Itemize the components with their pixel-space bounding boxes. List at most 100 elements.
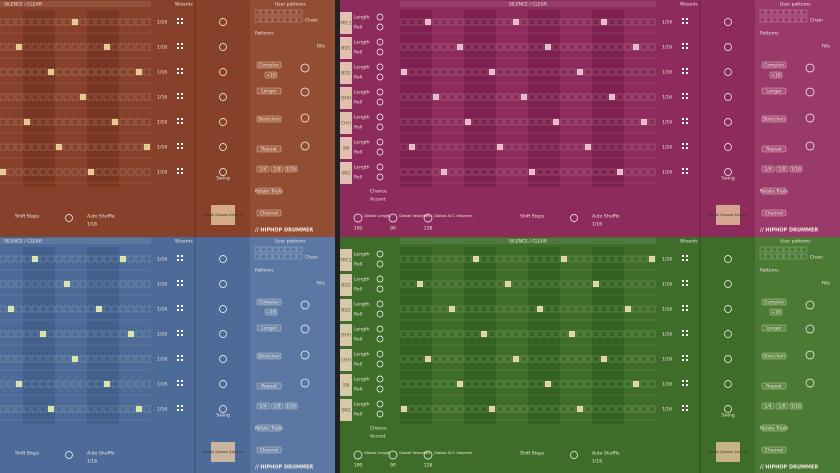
step-cell[interactable] — [552, 305, 560, 313]
step-cell[interactable] — [111, 43, 119, 51]
step-cell[interactable] — [488, 168, 496, 176]
step-cell[interactable] — [0, 93, 7, 101]
step-cell[interactable] — [39, 118, 47, 126]
step-cell[interactable] — [127, 143, 135, 151]
step-cell[interactable] — [544, 280, 552, 288]
step-cell[interactable] — [23, 330, 31, 338]
step-cell[interactable] — [520, 93, 528, 101]
step-cell[interactable] — [616, 280, 624, 288]
step-cell[interactable] — [600, 255, 608, 263]
step-cell[interactable] — [448, 280, 456, 288]
step-cell[interactable] — [504, 118, 512, 126]
pattern-slot[interactable] — [783, 9, 790, 16]
step-cell[interactable] — [127, 305, 135, 313]
step-cell[interactable] — [560, 405, 568, 413]
step-cell[interactable] — [47, 330, 55, 338]
step-cell[interactable] — [39, 330, 47, 338]
step-cell[interactable] — [608, 18, 616, 26]
button[interactable] — [256, 61, 282, 69]
step-cell[interactable] — [111, 18, 119, 26]
step-cell[interactable] — [592, 93, 600, 101]
step-cell[interactable] — [119, 18, 127, 26]
button[interactable] — [256, 446, 282, 454]
step-cell[interactable] — [504, 380, 512, 388]
step-cell[interactable] — [7, 305, 15, 313]
button[interactable] — [256, 187, 282, 195]
step-cell[interactable] — [440, 93, 448, 101]
step-cell[interactable] — [103, 68, 111, 76]
step-cell[interactable] — [31, 355, 39, 363]
button[interactable] — [284, 402, 298, 410]
step-cell[interactable] — [103, 355, 111, 363]
step-cell[interactable] — [568, 330, 576, 338]
button[interactable] — [256, 382, 282, 390]
pattern-slot[interactable] — [272, 9, 279, 16]
step-cell[interactable] — [31, 280, 39, 288]
step-cell[interactable] — [632, 68, 640, 76]
fill-knob[interactable] — [805, 350, 815, 360]
silence-clear[interactable]: SILENCE / CLEAR — [4, 2, 42, 8]
step-cell[interactable] — [416, 330, 424, 338]
knob[interactable] — [376, 48, 384, 56]
step-cell[interactable] — [464, 280, 472, 288]
step-cell[interactable] — [408, 355, 416, 363]
step-cell[interactable] — [119, 118, 127, 126]
step-cell[interactable] — [504, 18, 512, 26]
step-cell[interactable] — [568, 280, 576, 288]
pattern-slot[interactable] — [266, 9, 273, 16]
swing-knob[interactable] — [724, 118, 732, 126]
step-cell[interactable] — [448, 143, 456, 151]
step-cell[interactable] — [416, 305, 424, 313]
step-cell[interactable] — [632, 330, 640, 338]
button[interactable] — [761, 145, 787, 153]
step-cell[interactable] — [480, 330, 488, 338]
step-cell[interactable] — [544, 118, 552, 126]
step-cell[interactable] — [55, 330, 63, 338]
step-cell[interactable] — [592, 68, 600, 76]
step-cell[interactable] — [408, 168, 416, 176]
knob[interactable] — [376, 13, 384, 21]
step-cell[interactable] — [552, 68, 560, 76]
shuffle-rate[interactable]: 1/16 — [87, 222, 97, 228]
button[interactable] — [256, 145, 282, 153]
step-cell[interactable] — [79, 43, 87, 51]
step-cell[interactable] — [127, 380, 135, 388]
pattern-slot[interactable] — [759, 16, 766, 23]
step-rate[interactable]: 1/16 — [157, 357, 167, 363]
step-cell[interactable] — [47, 43, 55, 51]
pattern-slot[interactable] — [284, 246, 291, 253]
step-cell[interactable] — [552, 280, 560, 288]
step-cell[interactable] — [536, 305, 544, 313]
step-cell[interactable] — [488, 255, 496, 263]
step-cell[interactable] — [135, 280, 143, 288]
step-cell[interactable] — [456, 168, 464, 176]
pattern-slot[interactable] — [254, 246, 261, 253]
pattern-slot[interactable] — [789, 16, 796, 23]
step-cell[interactable] — [464, 93, 472, 101]
step-cell[interactable] — [480, 143, 488, 151]
step-cell[interactable] — [560, 168, 568, 176]
step-cell[interactable] — [416, 93, 424, 101]
global-knob[interactable] — [353, 213, 363, 223]
step-cell[interactable] — [576, 18, 584, 26]
button[interactable] — [256, 424, 282, 432]
step-cell[interactable] — [135, 330, 143, 338]
step-cell[interactable] — [568, 255, 576, 263]
step-cell[interactable] — [63, 255, 71, 263]
step-cell[interactable] — [616, 168, 624, 176]
step-cell[interactable] — [616, 330, 624, 338]
step-cell[interactable] — [512, 405, 520, 413]
step-cell[interactable] — [576, 355, 584, 363]
step-cell[interactable] — [640, 305, 648, 313]
pattern-slot[interactable] — [771, 246, 778, 253]
step-cell[interactable] — [0, 330, 7, 338]
step-cell[interactable] — [143, 405, 151, 413]
step-cell[interactable] — [7, 255, 15, 263]
step-cell[interactable] — [496, 255, 504, 263]
step-cell[interactable] — [648, 168, 656, 176]
step-cell[interactable] — [512, 43, 520, 51]
pattern-slot[interactable] — [801, 9, 808, 16]
step-cell[interactable] — [119, 330, 127, 338]
step-cell[interactable] — [95, 68, 103, 76]
step-cell[interactable] — [424, 330, 432, 338]
